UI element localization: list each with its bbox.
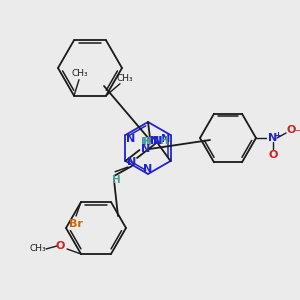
Text: N: N: [128, 157, 136, 167]
Text: ⁻: ⁻: [294, 128, 300, 138]
Text: H: H: [160, 136, 168, 146]
Text: N: N: [161, 134, 170, 144]
Text: N: N: [143, 164, 153, 174]
Text: N: N: [150, 136, 159, 146]
Text: N: N: [268, 133, 278, 143]
Text: N: N: [153, 136, 163, 146]
Text: H: H: [143, 137, 152, 147]
Text: O: O: [55, 241, 65, 251]
Text: Br: Br: [69, 219, 83, 229]
Text: N: N: [126, 134, 135, 144]
Text: CH₃: CH₃: [30, 244, 46, 253]
Text: +: +: [274, 130, 281, 140]
Text: N: N: [141, 144, 150, 154]
Text: CH₃: CH₃: [117, 74, 133, 83]
Text: H: H: [141, 137, 150, 147]
Text: O: O: [268, 150, 278, 160]
Text: CH₃: CH₃: [72, 69, 88, 78]
Text: O: O: [286, 125, 296, 135]
Text: H: H: [112, 175, 120, 185]
